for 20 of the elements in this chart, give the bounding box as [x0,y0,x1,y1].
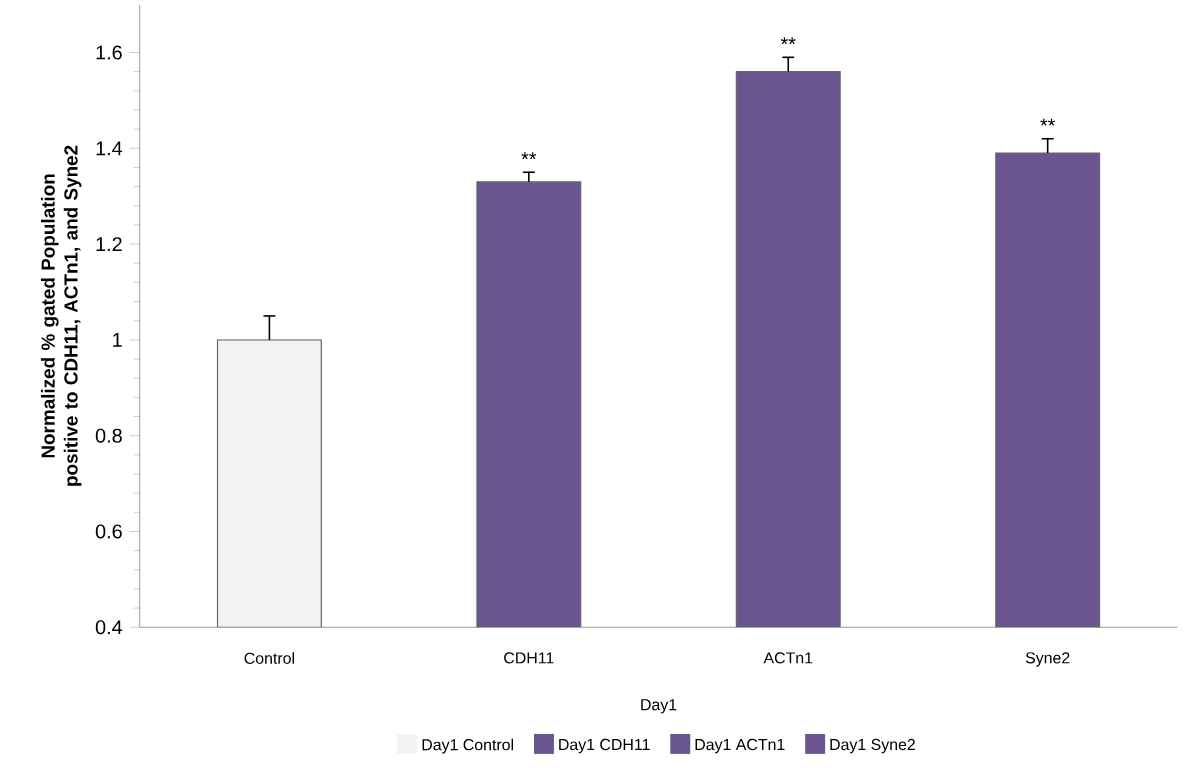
annotation: ** [521,152,537,160]
x-tick-label: Control [244,652,294,664]
legend-label: Day1 Syne2 [830,738,915,754]
legend-label: Day1 Control [422,738,513,754]
y-tick-label: 1.2 [96,237,122,252]
legend-label: Day1 CDH11 [559,738,650,754]
y-tick-label: 0.4 [95,620,123,635]
y-tick-label: 1.6 [96,45,122,60]
y-axis-title: Normalized % gated Population positive to CDH11, ACTn1, and Syne2 [40,145,82,486]
y-tick-label: 1.4 [96,141,123,156]
annotation: ** [780,37,796,45]
legend-label: Day1 ACTn1 [695,738,785,754]
x-axis-title: Day1 [641,699,677,714]
annotation: ** [1040,118,1056,126]
y-tick-label: 0.8 [95,428,122,443]
x-tick-label: Syne2 [1025,652,1070,667]
y-tick-label: 0.6 [95,524,122,539]
y-tick-label: 1 [113,333,122,347]
x-tick-label: ACTn1 [763,652,813,664]
x-tick-label: CDH11 [504,652,554,664]
